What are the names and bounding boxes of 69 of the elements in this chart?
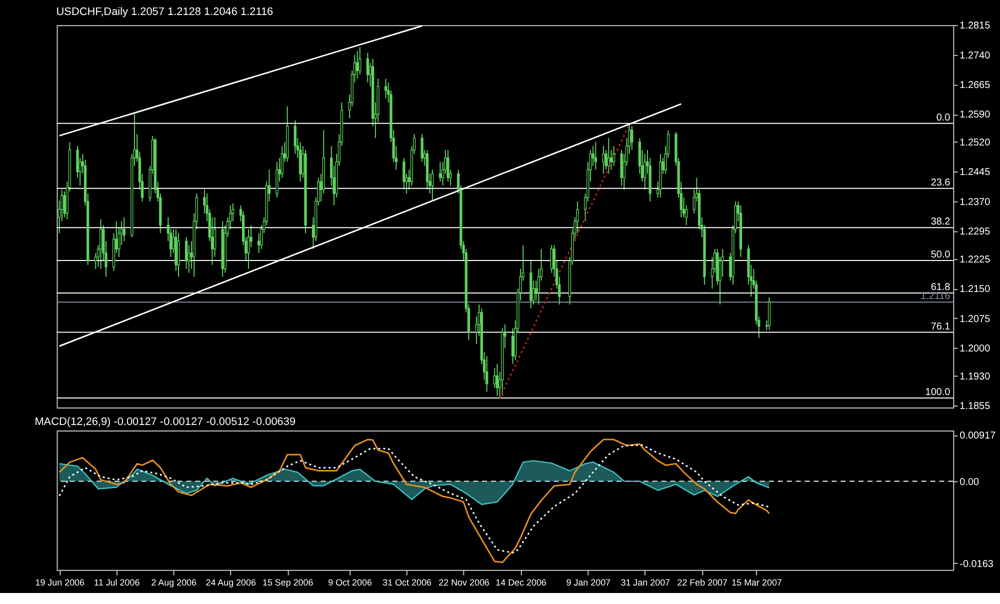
candlestick (356, 50, 359, 80)
y-tick-label: 1.1855 (960, 401, 991, 412)
candlestick (420, 134, 424, 162)
x-tick-label: 9 Oct 2006 (328, 577, 372, 588)
x-tick-label: 15 Sep 2006 (262, 577, 314, 588)
y-tick-label: 1.2445 (960, 167, 991, 178)
x-tick-label: 15 Mar 2007 (732, 577, 782, 588)
x-tick-label: 19 Jun 2006 (35, 577, 85, 588)
y-tick-label: 0.00917 (960, 430, 996, 442)
candlestick (620, 149, 623, 186)
x-tick-label: 11 Jul 2006 (94, 577, 140, 588)
y-tick-label: 1.1930 (960, 371, 991, 382)
candlestick (366, 52, 369, 84)
ref-line-label: 1.2116 (920, 291, 951, 302)
x-tick-label: 31 Jan 2007 (620, 577, 670, 588)
annotation: 100.0 (925, 387, 951, 398)
y-tick-label: 1.2150 (960, 284, 991, 296)
candlestick (612, 145, 616, 166)
y-tick-label: 1.2000 (960, 344, 991, 355)
x-tick-label: 2 Aug 2006 (151, 577, 197, 588)
candlestick (496, 363, 499, 396)
candlestick (247, 228, 250, 270)
candlestick (298, 142, 302, 182)
candlestick (402, 157, 406, 190)
x-tick-label: 22 Nov 2006 (438, 577, 490, 588)
candlestick (630, 126, 634, 150)
chart-title: USDCHF,Daily 1.2057 1.2128 1.2046 1.2116 (56, 6, 274, 18)
y-tick-label: 1.2370 (960, 196, 991, 208)
x-tick-label: 14 Dec 2006 (496, 577, 546, 588)
x-tick-label: 9 Jan 2007 (566, 577, 611, 588)
candlestick (644, 153, 646, 190)
candlestick (602, 145, 605, 174)
candlestick (438, 161, 442, 182)
candlestick (607, 138, 610, 174)
annotation: 76.1 (930, 321, 951, 332)
candlestick (768, 296, 771, 330)
y-tick-label: 1.2075 (960, 314, 991, 325)
y-tick-label: -0.0163 (960, 558, 994, 570)
candlestick (280, 145, 284, 178)
candlestick (276, 161, 278, 198)
candlestick (358, 46, 362, 76)
annotation: 38.2 (930, 216, 951, 228)
candlestick (294, 120, 296, 154)
y-tick-label: 1.2665 (960, 80, 991, 92)
candlestick (384, 78, 388, 99)
annotation: 23.6 (930, 177, 951, 188)
annotation: 50.0 (930, 250, 951, 261)
candlestick (550, 244, 553, 274)
annotation: 61.8 (930, 282, 951, 294)
y-tick-label: 1.2520 (960, 137, 991, 148)
y-tick-label: 1.2590 (960, 110, 991, 121)
y-tick-label: 1.2740 (960, 50, 991, 62)
candlestick (431, 169, 434, 202)
y-tick-label: 1.2295 (960, 226, 991, 238)
candlestick (99, 218, 102, 270)
candlestick (177, 232, 180, 278)
y-tick-label: 1.2225 (960, 254, 991, 266)
candlestick (184, 236, 188, 270)
candlestick (446, 149, 450, 182)
y-tick-label: 0.00 (960, 476, 980, 488)
x-tick-label: 31 Oct 2006 (382, 577, 432, 588)
candlestick (122, 216, 126, 242)
candlestick (486, 356, 488, 392)
x-tick-label: 24 Aug 2006 (206, 577, 256, 588)
annotation: 0.0 (936, 112, 951, 124)
y-tick-label: 1.2815 (960, 20, 991, 32)
chart-title: MACD(12,26,9) -0.00127 -0.00127 -0.00512 -0.00639 (34, 416, 296, 428)
x-tick-label: 22 Feb 2007 (677, 577, 728, 588)
candlestick (594, 142, 597, 170)
